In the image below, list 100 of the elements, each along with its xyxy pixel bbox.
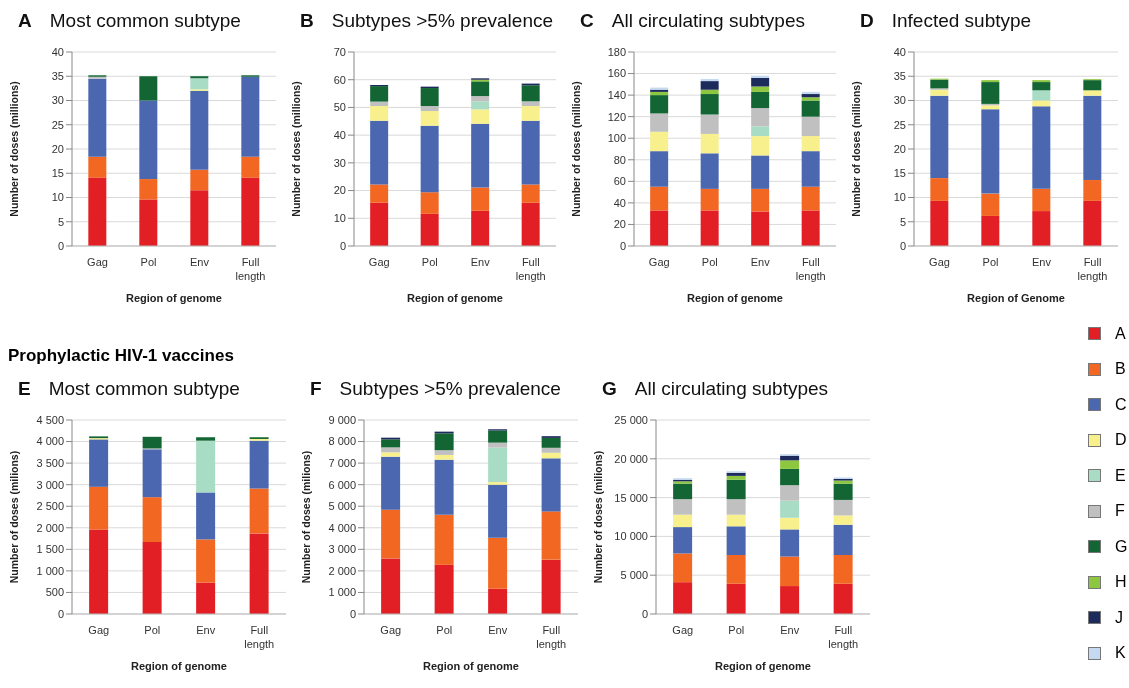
bar: [673, 553, 693, 583]
x-tick-label: Full length: [536, 624, 567, 650]
bar: [1032, 106, 1051, 189]
bar: [751, 86, 770, 92]
bar: [420, 111, 439, 126]
y-tick-label: 4 000: [36, 435, 64, 448]
y-tick-label: 40: [333, 129, 346, 142]
y-tick-label: 1 000: [328, 586, 356, 599]
bar: [801, 136, 820, 152]
bar: [249, 440, 269, 489]
bar: [541, 437, 561, 448]
y-tick-label: 50: [333, 101, 346, 114]
y-axis-title: Number of doses (millions): [289, 81, 302, 217]
bar: [726, 475, 746, 480]
text: G: [602, 378, 617, 399]
legend-label: C: [1115, 395, 1127, 414]
text: C: [580, 10, 594, 31]
bar: [488, 588, 508, 614]
bar: [930, 79, 949, 89]
bar: [488, 447, 508, 483]
bar: [381, 452, 401, 457]
bar: [751, 91, 770, 109]
bar: [471, 210, 490, 246]
bar: [726, 526, 746, 556]
x-tick-label: Pol: [728, 624, 745, 636]
bar: [1032, 188, 1051, 212]
bar: [541, 452, 561, 459]
y-tick-label: 10: [893, 191, 906, 204]
bar: [89, 439, 109, 487]
bar: [1032, 82, 1051, 91]
bar: [700, 78, 719, 82]
x-tick-label: Full length: [1077, 256, 1108, 282]
bar: [700, 153, 719, 189]
bar: [196, 440, 216, 493]
y-tick-label: 10: [51, 191, 64, 204]
bar: [700, 114, 719, 134]
chart-title: All circulating subtypes: [634, 378, 829, 399]
bar: [726, 514, 746, 527]
y-tick-label: 35: [893, 70, 906, 83]
x-tick-label: Pol: [140, 256, 157, 268]
x-tick-label: Gag: [648, 256, 670, 268]
bar: [650, 151, 669, 187]
bar: [249, 488, 269, 534]
bar: [196, 437, 216, 441]
x-tick-label: Env: [196, 624, 216, 636]
y-tick-label: 15 000: [614, 491, 648, 504]
bar: [801, 151, 820, 187]
bar: [930, 89, 949, 96]
y-tick-label: 0: [339, 239, 346, 252]
y-tick-label: 6 000: [328, 478, 356, 491]
bar: [420, 88, 439, 107]
bar: [541, 511, 561, 560]
bar: [780, 529, 800, 557]
y-axis-title: Number of doses (milions): [299, 450, 312, 584]
bar: [434, 433, 454, 451]
y-tick-label: 20: [613, 218, 626, 231]
x-tick-label: Gag: [380, 624, 402, 636]
y-tick-label: 140: [607, 89, 626, 102]
x-axis-title: Region of genome: [126, 292, 222, 304]
bar: [780, 500, 800, 518]
bar: [1083, 95, 1102, 181]
x-tick-label: Gag: [368, 256, 390, 268]
bar: [196, 582, 216, 614]
y-tick-label: 7 000: [328, 457, 356, 470]
bar: [190, 90, 209, 170]
bar: [370, 120, 389, 185]
text: F: [310, 378, 322, 399]
x-tick-label: Gag: [87, 256, 108, 268]
y-axis-title: Number of doses (milions): [7, 450, 20, 584]
bar: [88, 156, 107, 178]
bar: [833, 515, 853, 525]
y-tick-label: 0: [619, 239, 626, 252]
bar: [471, 123, 490, 188]
bar: [434, 450, 454, 455]
y-tick-label: 4 000: [328, 521, 356, 534]
bar: [650, 113, 669, 132]
y-tick-label: 10: [333, 212, 346, 225]
y-tick-label: 25: [893, 118, 906, 131]
y-tick-label: 40: [51, 45, 64, 58]
bar: [801, 116, 820, 137]
bar: [1083, 90, 1102, 96]
y-tick-label: 3 000: [36, 478, 64, 491]
bar: [650, 95, 669, 114]
bar: [139, 76, 158, 101]
x-tick-label: Full length: [235, 256, 266, 282]
bar: [190, 190, 209, 246]
y-tick-label: 15: [51, 167, 64, 180]
bar: [673, 582, 693, 614]
x-tick-label: Full length: [795, 256, 826, 282]
x-tick-label: Pol: [982, 256, 999, 268]
bar: [370, 106, 389, 121]
bar: [241, 177, 260, 246]
y-tick-label: 2 000: [36, 521, 64, 534]
y-tick-label: 500: [45, 586, 64, 599]
x-tick-label: Env: [190, 256, 210, 268]
bar: [650, 186, 669, 211]
bar: [780, 468, 800, 486]
legend-label: A: [1115, 324, 1126, 343]
y-tick-label: 2 500: [36, 500, 64, 513]
bar: [930, 95, 949, 179]
